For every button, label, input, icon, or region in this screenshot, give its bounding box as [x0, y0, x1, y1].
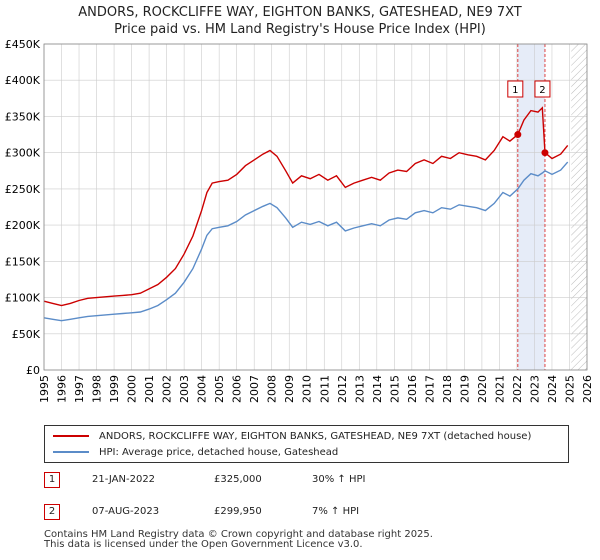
sale-number-badge: 2 — [44, 504, 60, 520]
sale-label: 1 — [512, 85, 518, 96]
table-row: 2 07-AUG-2023 £299,950 7% ↑ HPI — [44, 504, 444, 524]
legend-item-hpi: HPI: Average price, detached house, Gate… — [53, 446, 338, 460]
y-tick-label: £400K — [5, 74, 41, 87]
x-tick-label: 2004 — [196, 375, 209, 403]
legend-swatch-hpi — [53, 451, 89, 453]
x-tick-label: 2011 — [318, 375, 331, 403]
sale-date: 21-JAN-2022 — [92, 474, 156, 485]
x-tick-label: 1998 — [91, 375, 104, 403]
chart-series — [43, 106, 569, 322]
x-tick-label: 2013 — [353, 375, 366, 403]
x-tick-label: 2001 — [143, 375, 156, 403]
x-tick-label: 2000 — [126, 375, 139, 403]
y-tick-label: £200K — [5, 219, 41, 232]
x-tick-label: 2012 — [336, 375, 349, 403]
x-tick-label: 2003 — [178, 375, 191, 403]
plot-area — [44, 44, 587, 370]
plot-frame — [43, 43, 588, 371]
x-tick-label: 2007 — [248, 375, 261, 403]
chart-subtitle: Price paid vs. HM Land Registry's House … — [114, 22, 486, 37]
x-tick-label: 2020 — [476, 375, 489, 403]
projection-hatch — [571, 44, 587, 370]
y-tick-label: £350K — [5, 110, 41, 123]
series-line-property — [43, 106, 569, 307]
x-tick-label: 2024 — [546, 375, 559, 403]
footer-attribution: Contains HM Land Registry data © Crown c… — [44, 530, 433, 550]
sale-label-box — [507, 80, 524, 98]
sale-point — [541, 149, 549, 157]
x-tick-label: 1999 — [108, 375, 121, 403]
sale-number-badge: 1 — [44, 472, 60, 488]
sale-label-box — [534, 80, 551, 98]
x-tick-label: 2002 — [161, 375, 174, 403]
legend-label-property: ANDORS, ROCKCLIFFE WAY, EIGHTON BANKS, G… — [99, 431, 532, 442]
x-tick-label: 2014 — [371, 375, 384, 403]
sale-point — [514, 131, 522, 139]
y-tick-label: £50K — [12, 328, 41, 341]
footer-line: Contains HM Land Registry data © Crown c… — [44, 529, 433, 540]
x-tick-label: 2017 — [423, 375, 436, 403]
x-tick-label: 2006 — [231, 375, 244, 403]
y-tick-label: £0 — [26, 364, 40, 377]
y-tick-label: £450K — [5, 38, 41, 51]
x-tick-label: 1996 — [56, 375, 69, 403]
series-line-hpi — [43, 161, 569, 322]
x-tick-label: 1997 — [73, 375, 86, 403]
x-tick-label: 2016 — [406, 375, 419, 403]
sale-hpi-change: 7% ↑ HPI — [312, 506, 360, 517]
chart-background — [44, 44, 587, 370]
chart-axes: £0 £50K £100K £150K £200K £250K £300K £350K £400… — [5, 38, 594, 403]
x-tick-label: 2018 — [441, 375, 454, 403]
legend-item-property: ANDORS, ROCKCLIFFE WAY, EIGHTON BANKS, G… — [53, 430, 531, 444]
x-tick-label: 2023 — [528, 375, 541, 403]
chart-legend: ANDORS, ROCKCLIFFE WAY, EIGHTON BANKS, G… — [44, 425, 569, 463]
x-tick-label: 1995 — [38, 375, 51, 403]
y-tick-label: £150K — [5, 255, 41, 268]
y-tick-label: £100K — [5, 292, 41, 305]
sale-label: 2 — [539, 85, 545, 96]
x-tick-label: 2019 — [458, 375, 471, 403]
y-tick-label: £300K — [5, 147, 41, 160]
sale-price: £299,950 — [214, 506, 262, 517]
x-tick-label: 2022 — [511, 375, 524, 403]
sale-date: 07-AUG-2023 — [92, 506, 160, 517]
table-row: 1 21-JAN-2022 £325,000 30% ↑ HPI — [44, 472, 444, 492]
sale-hpi-change: 30% ↑ HPI — [312, 474, 366, 485]
x-tick-label: 2009 — [283, 375, 296, 403]
footer-line: This data is licensed under the Open Gov… — [44, 539, 363, 550]
x-tick-label: 2008 — [266, 375, 279, 403]
legend-swatch-property — [53, 435, 89, 437]
legend-label-hpi: HPI: Average price, detached house, Gate… — [99, 447, 339, 458]
y-tick-label: £250K — [5, 183, 41, 196]
x-tick-label: 2025 — [563, 375, 576, 403]
sale-price: £325,000 — [214, 474, 262, 485]
x-tick-label: 2010 — [301, 375, 314, 403]
chart-title-block: ANDORS, ROCKCLIFFE WAY, EIGHTON BANKS, G… — [0, 4, 600, 38]
x-tick-label: 2026 — [581, 375, 594, 403]
x-tick-label: 2021 — [493, 375, 506, 403]
sale-period-highlight — [517, 44, 545, 370]
x-tick-label: 2005 — [213, 375, 226, 403]
chart-title: ANDORS, ROCKCLIFFE WAY, EIGHTON BANKS, G… — [78, 5, 522, 20]
x-tick-label: 2015 — [388, 375, 401, 403]
